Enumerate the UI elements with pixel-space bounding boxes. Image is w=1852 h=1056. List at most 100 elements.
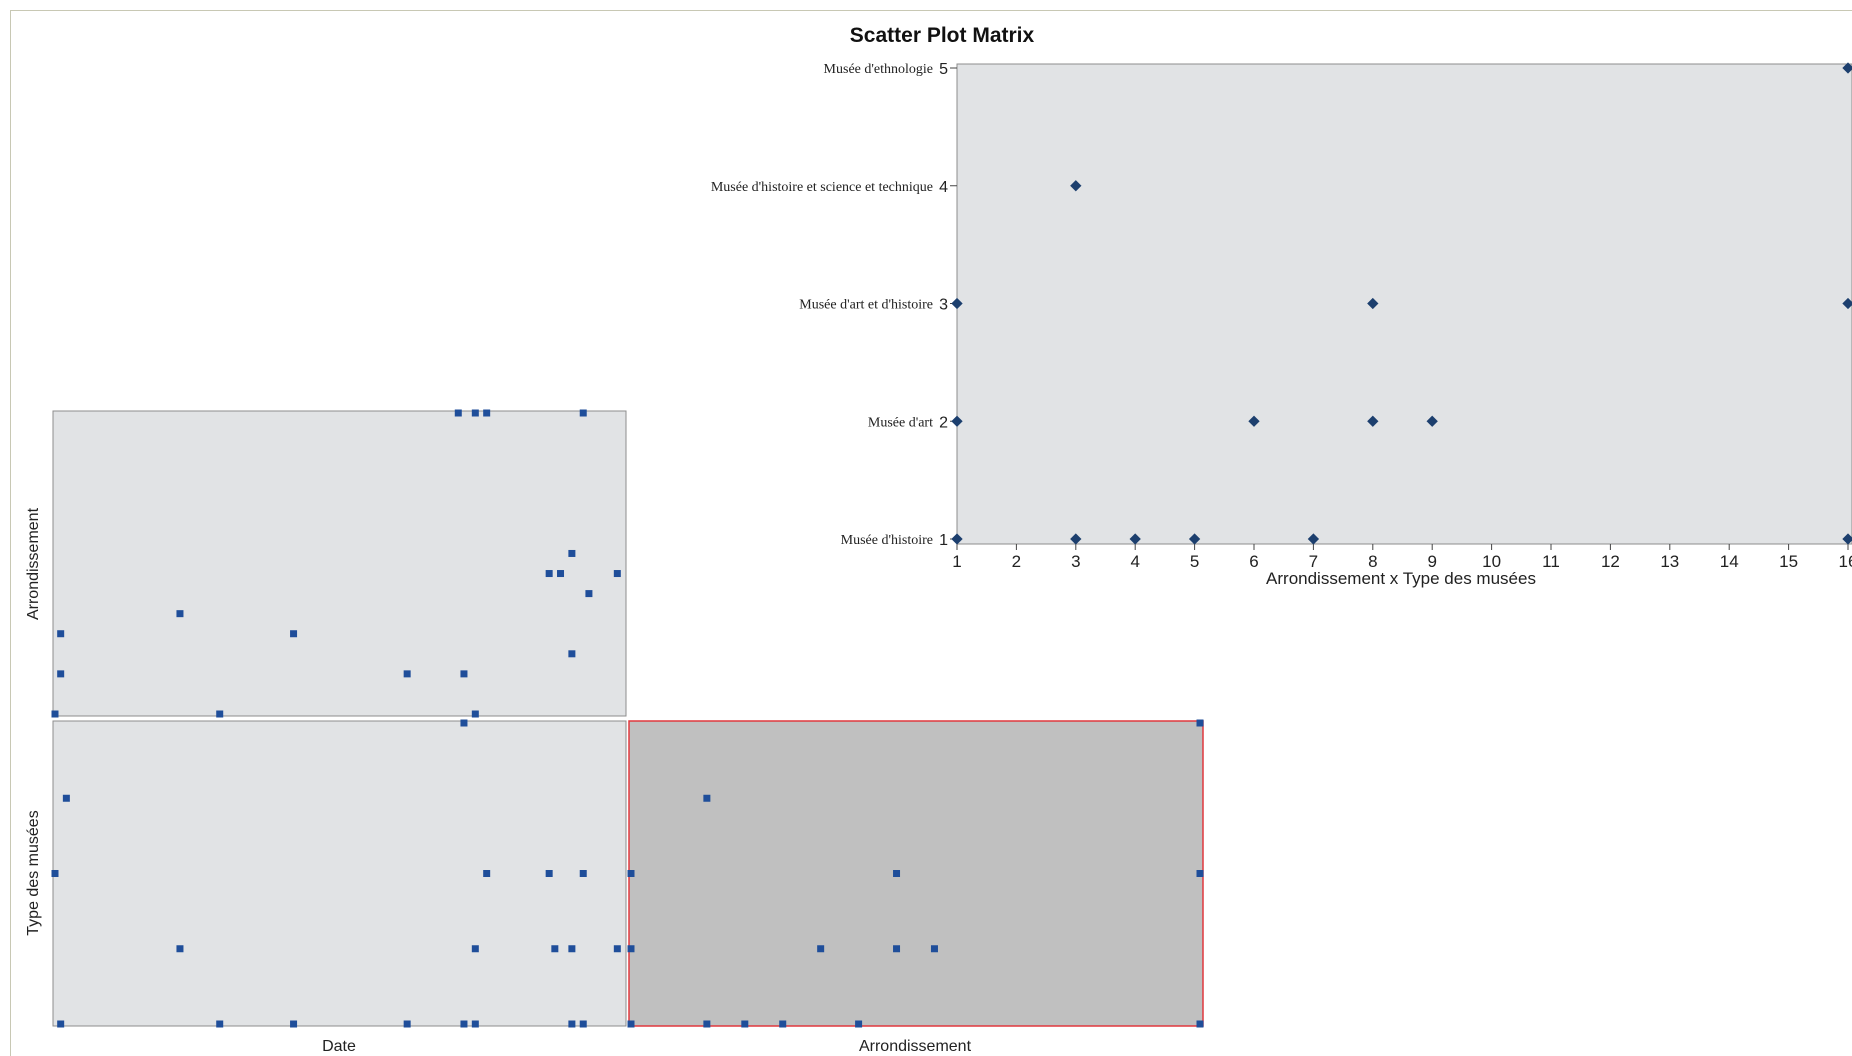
zoom-x-tick-label: 11 (1542, 552, 1560, 571)
zoom-x-tick-label: 5 (1190, 552, 1199, 571)
matrix-data-point[interactable] (57, 1020, 65, 1028)
matrix-data-point[interactable] (545, 570, 553, 578)
matrix-x-label-arrondissement: Arrondissement (859, 1038, 972, 1055)
matrix-data-point[interactable] (551, 945, 559, 953)
zoom-x-tick-label: 16 (1839, 552, 1852, 571)
matrix-data-point[interactable] (483, 870, 491, 877)
matrix-data-point[interactable] (930, 945, 938, 953)
matrix-data-point[interactable] (216, 1020, 224, 1028)
matrix-data-point[interactable] (817, 945, 825, 953)
zoom-data-point[interactable] (1188, 533, 1201, 545)
zoom-data-point[interactable] (951, 297, 963, 310)
matrix-data-point[interactable] (579, 870, 587, 877)
matrix-data-point[interactable] (585, 590, 593, 598)
matrix-data-point[interactable] (779, 1020, 787, 1028)
zoom-data-point[interactable] (1307, 533, 1320, 545)
zoom-y-tick-label: Musée d'art et d'histoire (799, 298, 933, 313)
matrix-data-point[interactable] (741, 1020, 749, 1028)
matrix-data-point[interactable] (57, 630, 65, 638)
zoom-data-point[interactable] (951, 533, 963, 545)
matrix-y-label-arrondissement: Arrondissement (25, 507, 42, 620)
matrix-data-point[interactable] (703, 1020, 711, 1028)
matrix-data-point[interactable] (290, 1020, 298, 1028)
zoom-panel-background (956, 63, 1852, 545)
zoom-x-tick-label: 9 (1427, 552, 1436, 571)
zoom-x-tick-label: 3 (1071, 552, 1080, 571)
matrix-data-point[interactable] (403, 1020, 411, 1028)
zoom-y-tick-label: Musée d'ethnologie (824, 62, 933, 77)
zoom-x-tick-label: 8 (1368, 552, 1377, 571)
zoom-y-tick-label: Musée d'art (868, 415, 933, 430)
panel-date-vs-type[interactable] (52, 720, 627, 1027)
matrix-data-point[interactable] (557, 570, 565, 578)
matrix-data-point[interactable] (471, 945, 479, 953)
matrix-data-point[interactable] (627, 945, 635, 953)
matrix-data-point[interactable] (627, 870, 635, 877)
zoom-data-point[interactable] (1842, 533, 1852, 545)
matrix-data-point[interactable] (460, 1020, 468, 1028)
matrix-data-point[interactable] (290, 630, 298, 638)
matrix-data-point[interactable] (613, 570, 621, 578)
chart-frame (10, 10, 1852, 1056)
zoom-data-point[interactable] (951, 415, 963, 427)
matrix-data-point[interactable] (454, 409, 462, 417)
zoom-x-tick-label: 7 (1309, 552, 1318, 571)
zoom-x-tick-label: 2 (1012, 552, 1021, 571)
panel-arrondissement-vs-type[interactable] (628, 720, 1204, 1027)
matrix-data-point[interactable] (176, 945, 184, 953)
matrix-data-point[interactable] (471, 710, 479, 718)
zoom-y-tick-number: 2 (939, 414, 948, 431)
zoom-data-point[interactable] (1070, 533, 1082, 545)
matrix-data-point[interactable] (613, 945, 621, 953)
zoom-data-point[interactable] (1367, 297, 1379, 310)
matrix-data-point[interactable] (568, 650, 576, 658)
zoom-x-tick-label: 12 (1601, 552, 1620, 571)
matrix-data-point[interactable] (51, 710, 59, 718)
matrix-data-point[interactable] (460, 670, 468, 678)
matrix-data-point[interactable] (627, 1020, 635, 1028)
matrix-y-label-type: Type des musées (25, 810, 42, 935)
zoom-data-point[interactable] (1070, 180, 1082, 192)
zoom-data-point[interactable] (1248, 415, 1260, 427)
zoom-x-tick-label: 10 (1482, 552, 1501, 571)
matrix-data-point[interactable] (471, 409, 479, 417)
matrix-data-point[interactable] (51, 870, 59, 877)
zoom-data-point[interactable] (1842, 62, 1852, 74)
matrix-data-point[interactable] (893, 945, 901, 953)
zoom-y-tick-number: 1 (939, 532, 948, 549)
zoom-data-point[interactable] (1367, 415, 1379, 427)
matrix-data-point[interactable] (483, 409, 491, 417)
matrix-data-point[interactable] (579, 1020, 587, 1028)
matrix-data-point[interactable] (57, 670, 65, 678)
matrix-data-point[interactable] (568, 549, 576, 557)
matrix-data-point[interactable] (703, 794, 711, 802)
matrix-data-point[interactable] (893, 870, 901, 877)
matrix-data-point[interactable] (855, 1020, 863, 1028)
matrix-data-point[interactable] (545, 870, 553, 877)
matrix-data-point[interactable] (1196, 1020, 1204, 1028)
zoom-x-tick-label: 6 (1249, 552, 1258, 571)
matrix-data-point[interactable] (568, 1020, 576, 1028)
chart-title: Scatter Plot Matrix (849, 24, 1035, 47)
matrix-data-point[interactable] (579, 409, 587, 417)
matrix-data-point[interactable] (568, 945, 576, 953)
zoom-x-tick-label: 14 (1720, 552, 1739, 571)
panel-date-vs-arrondissement[interactable] (52, 410, 627, 717)
zoom-x-tick-label: 15 (1779, 552, 1798, 571)
zoom-y-tick-number: 5 (939, 61, 948, 78)
matrix-data-point[interactable] (471, 1020, 479, 1028)
zoom-data-point[interactable] (1129, 533, 1141, 545)
matrix-data-point[interactable] (176, 610, 184, 618)
matrix-data-point[interactable] (460, 719, 468, 727)
matrix-data-point[interactable] (62, 794, 70, 802)
zoom-y-tick-label: Musée d'histoire (841, 533, 933, 548)
matrix-data-point[interactable] (1196, 870, 1204, 877)
matrix-data-point[interactable] (216, 710, 224, 718)
zoom-x-tick-label: 13 (1660, 552, 1679, 571)
matrix-data-point[interactable] (403, 670, 411, 678)
zoom-data-point[interactable] (1426, 415, 1438, 427)
matrix-data-point[interactable] (1196, 719, 1204, 727)
zoom-data-point[interactable] (1842, 297, 1852, 310)
zoom-x-tick-label: 4 (1130, 552, 1139, 571)
